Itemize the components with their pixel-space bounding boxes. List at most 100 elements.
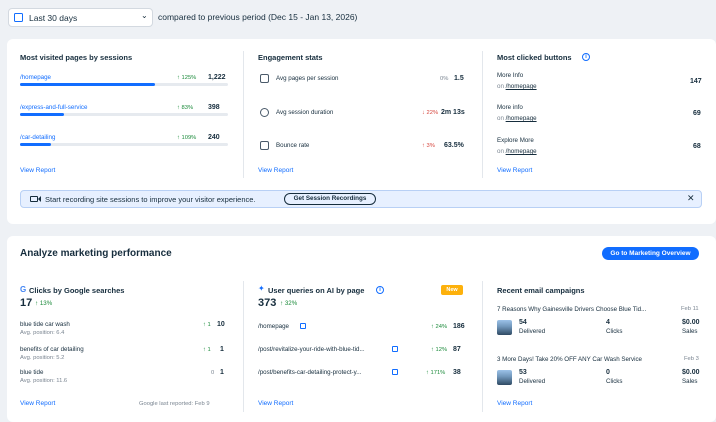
period-select[interactable]: Last 30 days ⌄ xyxy=(8,8,153,27)
button-name: More Info xyxy=(497,72,524,79)
get-session-recordings-button[interactable]: Get Session Recordings xyxy=(284,193,376,205)
button-page-link[interactable]: /homepage xyxy=(505,148,537,155)
page-change-value: 83% xyxy=(181,105,194,111)
calendar-icon xyxy=(14,13,23,22)
button-page-link[interactable]: /homepage xyxy=(505,83,537,90)
google-clicks: 10 xyxy=(217,321,225,328)
page-bar xyxy=(20,143,228,146)
campaign-sales: $0.00 xyxy=(682,369,700,376)
engagement-change: ↓ 22% xyxy=(422,110,439,116)
engagement-change-value: 3% xyxy=(426,143,435,149)
page-link[interactable]: /car-detailing xyxy=(20,134,56,141)
button-clicks: 147 xyxy=(690,78,702,85)
ai-page: /post/revitalize-your-ride-with-blue-tid… xyxy=(258,346,365,353)
page-link[interactable]: /express-and-full-service xyxy=(20,104,88,111)
google-icon: G xyxy=(20,285,27,294)
campaign-clicks: 0 xyxy=(606,369,610,376)
info-icon[interactable]: i xyxy=(582,53,590,61)
close-icon[interactable]: ✕ xyxy=(687,193,695,203)
google-last-reported: Google last reported: Feb 9 xyxy=(139,401,210,407)
ai-change: ↑ 24% xyxy=(431,324,448,330)
engagement-stats-title: Engagement stats xyxy=(258,53,323,62)
page-sessions: 398 xyxy=(208,104,220,111)
most-visited-pages-title: Most visited pages by sessions xyxy=(20,53,133,62)
engagement-value: 1.5 xyxy=(454,75,464,82)
button-page-prefix: on xyxy=(497,83,504,90)
page-sessions: 240 xyxy=(208,134,220,141)
period-select-label: Last 30 days xyxy=(29,13,78,23)
ai-change-value: 12% xyxy=(435,347,448,353)
external-link-icon[interactable] xyxy=(392,346,398,352)
campaign-sales-label: Sales xyxy=(682,328,698,335)
engagement-change-value: 0% xyxy=(440,76,449,82)
button-clicks: 69 xyxy=(693,110,701,117)
ai-change-value: 171% xyxy=(430,370,446,376)
engagement-view-report-link[interactable]: View Report xyxy=(258,167,294,174)
page-link[interactable]: /homepage xyxy=(20,74,51,81)
engagement-label: Avg pages per session xyxy=(276,75,339,82)
engagement-value: 2m 13s xyxy=(441,109,465,116)
campaign-name: 3 More Days! Take 20% OFF ANY Car Wash S… xyxy=(497,356,642,363)
ai-queries: 186 xyxy=(453,323,465,330)
ai-queries: 38 xyxy=(453,369,461,376)
engagement-change: ↑ 3% xyxy=(422,143,435,149)
ai-queries-title: User queries on AI by page xyxy=(268,286,365,295)
engagement-label: Avg session duration xyxy=(276,109,334,116)
page-sessions: 1,222 xyxy=(208,74,226,81)
engagement-change: 0% xyxy=(440,76,448,82)
google-clicks-title: Clicks by Google searches xyxy=(29,286,125,295)
page-change: ↑ 109% xyxy=(177,135,197,141)
page-change-value: 125% xyxy=(181,75,197,81)
google-change: ↑ 1 xyxy=(203,347,211,353)
page-bar xyxy=(20,113,228,116)
button-page-link[interactable]: /homepage xyxy=(505,115,537,122)
ai-change: ↑ 12% xyxy=(431,347,448,353)
button-page: on /homepage xyxy=(497,148,537,155)
campaign-delivered: 53 xyxy=(519,369,527,376)
ai-change-value: 24% xyxy=(435,324,448,330)
buttons-view-report-link[interactable]: View Report xyxy=(497,167,533,174)
button-page-prefix: on xyxy=(497,148,504,155)
campaign-clicks-label: Clicks xyxy=(606,328,623,335)
ai-page: /homepage xyxy=(258,323,289,330)
email-campaigns-title: Recent email campaigns xyxy=(497,286,585,295)
google-total: 17 xyxy=(20,297,33,309)
google-change-value: 1 xyxy=(207,347,211,353)
google-view-report-link[interactable]: View Report xyxy=(20,400,56,407)
ai-page: /post/benefits-car-detailing-protect-y..… xyxy=(258,369,362,376)
pages-view-report-link[interactable]: View Report xyxy=(20,167,56,174)
pages-icon xyxy=(260,74,269,83)
ai-view-report-link[interactable]: View Report xyxy=(258,400,294,407)
button-name: Explore More xyxy=(497,137,534,144)
campaign-name: 7 Reasons Why Gainesville Drivers Choose… xyxy=(497,306,647,313)
google-change: ↑ 1 xyxy=(203,322,211,328)
page-bar-fill xyxy=(20,143,52,146)
compare-period-text: compared to previous period (Dec 15 - Ja… xyxy=(158,12,358,22)
page-bar-fill xyxy=(20,113,64,116)
google-change: 0 xyxy=(211,370,214,376)
email-view-report-link[interactable]: View Report xyxy=(497,400,533,407)
ai-change: ↑ 171% xyxy=(426,370,446,376)
campaign-clicks-label: Clicks xyxy=(606,378,623,385)
page-change: ↑ 83% xyxy=(177,105,194,111)
campaign-sales: $0.00 xyxy=(682,319,700,326)
google-query: benefits of car detailing xyxy=(20,346,84,353)
button-page: on /homepage xyxy=(497,83,537,90)
campaign-sales-label: Sales xyxy=(682,378,698,385)
info-icon[interactable]: i xyxy=(376,286,384,294)
marketing-title: Analyze marketing performance xyxy=(20,248,172,259)
button-page-prefix: on xyxy=(497,115,504,122)
external-link-icon[interactable] xyxy=(300,323,306,329)
google-query: blue tide car wash xyxy=(20,321,70,328)
engagement-value: 63.5% xyxy=(444,142,464,149)
external-link-icon[interactable] xyxy=(392,369,398,375)
chevron-down-icon: ⌄ xyxy=(141,11,148,20)
page-change: ↑ 125% xyxy=(177,75,197,81)
page-bar-fill xyxy=(20,83,156,86)
campaign-date: Feb 3 xyxy=(684,356,699,362)
go-to-marketing-overview-button[interactable]: Go to Marketing Overview xyxy=(602,247,699,260)
page-change-value: 109% xyxy=(181,135,197,141)
ai-total-change: ↑ 32% xyxy=(280,300,298,307)
campaign-delivered: 54 xyxy=(519,319,527,326)
google-position: Avg. position: 6.4 xyxy=(20,330,65,336)
